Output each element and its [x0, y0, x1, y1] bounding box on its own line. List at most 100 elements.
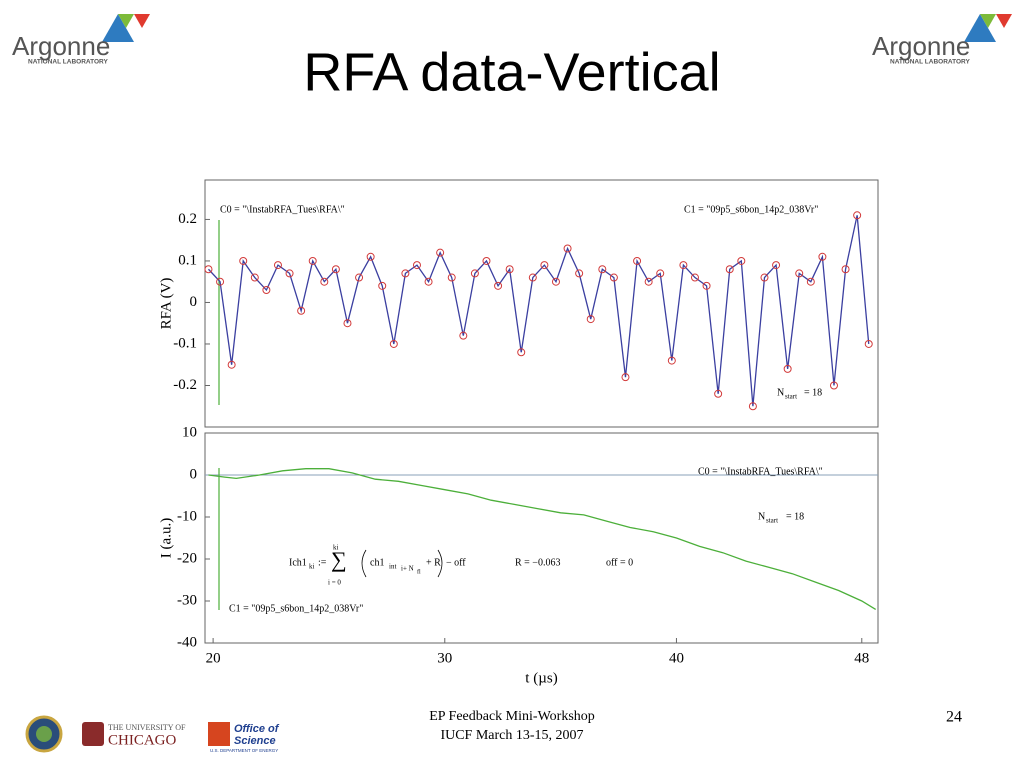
data-point	[470, 269, 479, 278]
data-point	[505, 265, 514, 274]
data-point	[389, 339, 398, 348]
science-icon	[208, 722, 230, 746]
data-point	[436, 248, 445, 257]
data-point	[412, 261, 421, 270]
y-axis-label: RFA (V)	[158, 278, 174, 330]
data-point	[737, 256, 746, 265]
annotation: int	[389, 563, 396, 571]
data-point	[702, 281, 711, 290]
y-tick-label: -0.1	[173, 335, 197, 351]
logo-shape	[996, 14, 1012, 28]
data-point	[482, 256, 491, 265]
footer-logo-text: Science	[234, 735, 276, 747]
data-point	[656, 269, 665, 278]
annotation: C1 = "09p5_s6bon_14p2_038Vr"	[684, 204, 818, 215]
data-point	[308, 256, 317, 265]
annotation: start	[766, 517, 778, 525]
annotation: Ich1	[289, 557, 307, 568]
y-tick-label: -0.2	[173, 377, 197, 393]
data-point	[841, 265, 850, 274]
data-point	[227, 360, 236, 369]
data-point	[772, 261, 781, 270]
data-point	[378, 281, 387, 290]
data-point	[725, 265, 734, 274]
annotation: off = 0	[606, 557, 633, 568]
data-point	[679, 261, 688, 270]
data-point	[401, 269, 410, 278]
data-point	[598, 265, 607, 274]
logo-shape	[134, 14, 150, 28]
annotation: + R	[426, 557, 441, 568]
footer-logo-text: U.S. DEPARTMENT OF ENERGY	[210, 748, 278, 753]
data-point	[297, 306, 306, 315]
logo-shape	[980, 14, 996, 28]
annotation: fl	[417, 568, 421, 575]
y-axis-label: I (a.u.)	[158, 518, 174, 558]
data-point	[424, 277, 433, 286]
annotation: C0 = "\InstabRFA_Tues\RFA\"	[698, 466, 823, 477]
y-tick-label: 10	[182, 424, 197, 440]
y-tick-label: -20	[177, 550, 197, 566]
data-point	[853, 211, 862, 220]
data-point	[818, 252, 827, 261]
data-point	[748, 402, 757, 411]
data-point	[806, 277, 815, 286]
y-tick-label: 0	[190, 294, 198, 310]
data-point	[795, 269, 804, 278]
logo-shape	[118, 14, 134, 28]
annotation: R = −0.063	[515, 557, 560, 568]
annotation: ki	[309, 563, 315, 571]
doe-seal	[36, 726, 52, 742]
data-point	[355, 273, 364, 282]
data-point	[563, 244, 572, 253]
logo-subtext: NATIONAL LABORATORY	[890, 59, 970, 66]
data-point	[644, 277, 653, 286]
data-point	[285, 269, 294, 278]
data-point	[239, 256, 248, 265]
footer-line: IUCF March 13-15, 2007	[440, 728, 583, 743]
data-point	[343, 319, 352, 328]
logo-shape	[102, 14, 134, 42]
x-tick-label: 40	[669, 650, 684, 666]
data-point	[331, 265, 340, 274]
annotation: − off	[446, 557, 466, 568]
series-line	[207, 215, 870, 407]
formula-paren	[361, 549, 367, 578]
data-point	[204, 265, 213, 274]
data-point	[829, 381, 838, 390]
data-point	[540, 261, 549, 270]
y-tick-label: -30	[177, 592, 197, 608]
data-point	[586, 315, 595, 324]
data-point	[551, 277, 560, 286]
formula-paren	[437, 549, 443, 578]
annotation: N	[758, 511, 765, 522]
data-point	[864, 339, 873, 348]
annotation: C0 = "\InstabRFA_Tues\RFA\"	[220, 204, 345, 215]
y-tick-label: -10	[177, 508, 197, 524]
y-tick-label: -40	[177, 634, 197, 650]
annotation: ∑	[331, 547, 347, 572]
y-tick-label: 0	[190, 466, 198, 482]
annotation: :=	[318, 557, 327, 568]
data-point	[667, 356, 676, 365]
data-point	[459, 331, 468, 340]
data-point	[528, 273, 537, 282]
data-point	[494, 281, 503, 290]
data-point	[575, 269, 584, 278]
data-point	[216, 277, 225, 286]
data-point	[447, 273, 456, 282]
logo-text: Argonne	[12, 31, 110, 61]
page-number: 24	[946, 709, 962, 726]
slide-title: RFA data-Vertical	[303, 42, 720, 102]
x-axis-label: t (µs)	[525, 670, 557, 686]
annotation: = 18	[804, 387, 822, 398]
data-point	[714, 389, 723, 398]
data-point	[760, 273, 769, 282]
annotation: = 18	[786, 511, 804, 522]
data-point	[621, 373, 630, 382]
plot-frame	[204, 179, 879, 428]
logo-text: Argonne	[872, 31, 970, 61]
argonne-logo: Argonne NATIONAL LABORATORY	[872, 14, 1012, 66]
data-point	[609, 273, 618, 282]
